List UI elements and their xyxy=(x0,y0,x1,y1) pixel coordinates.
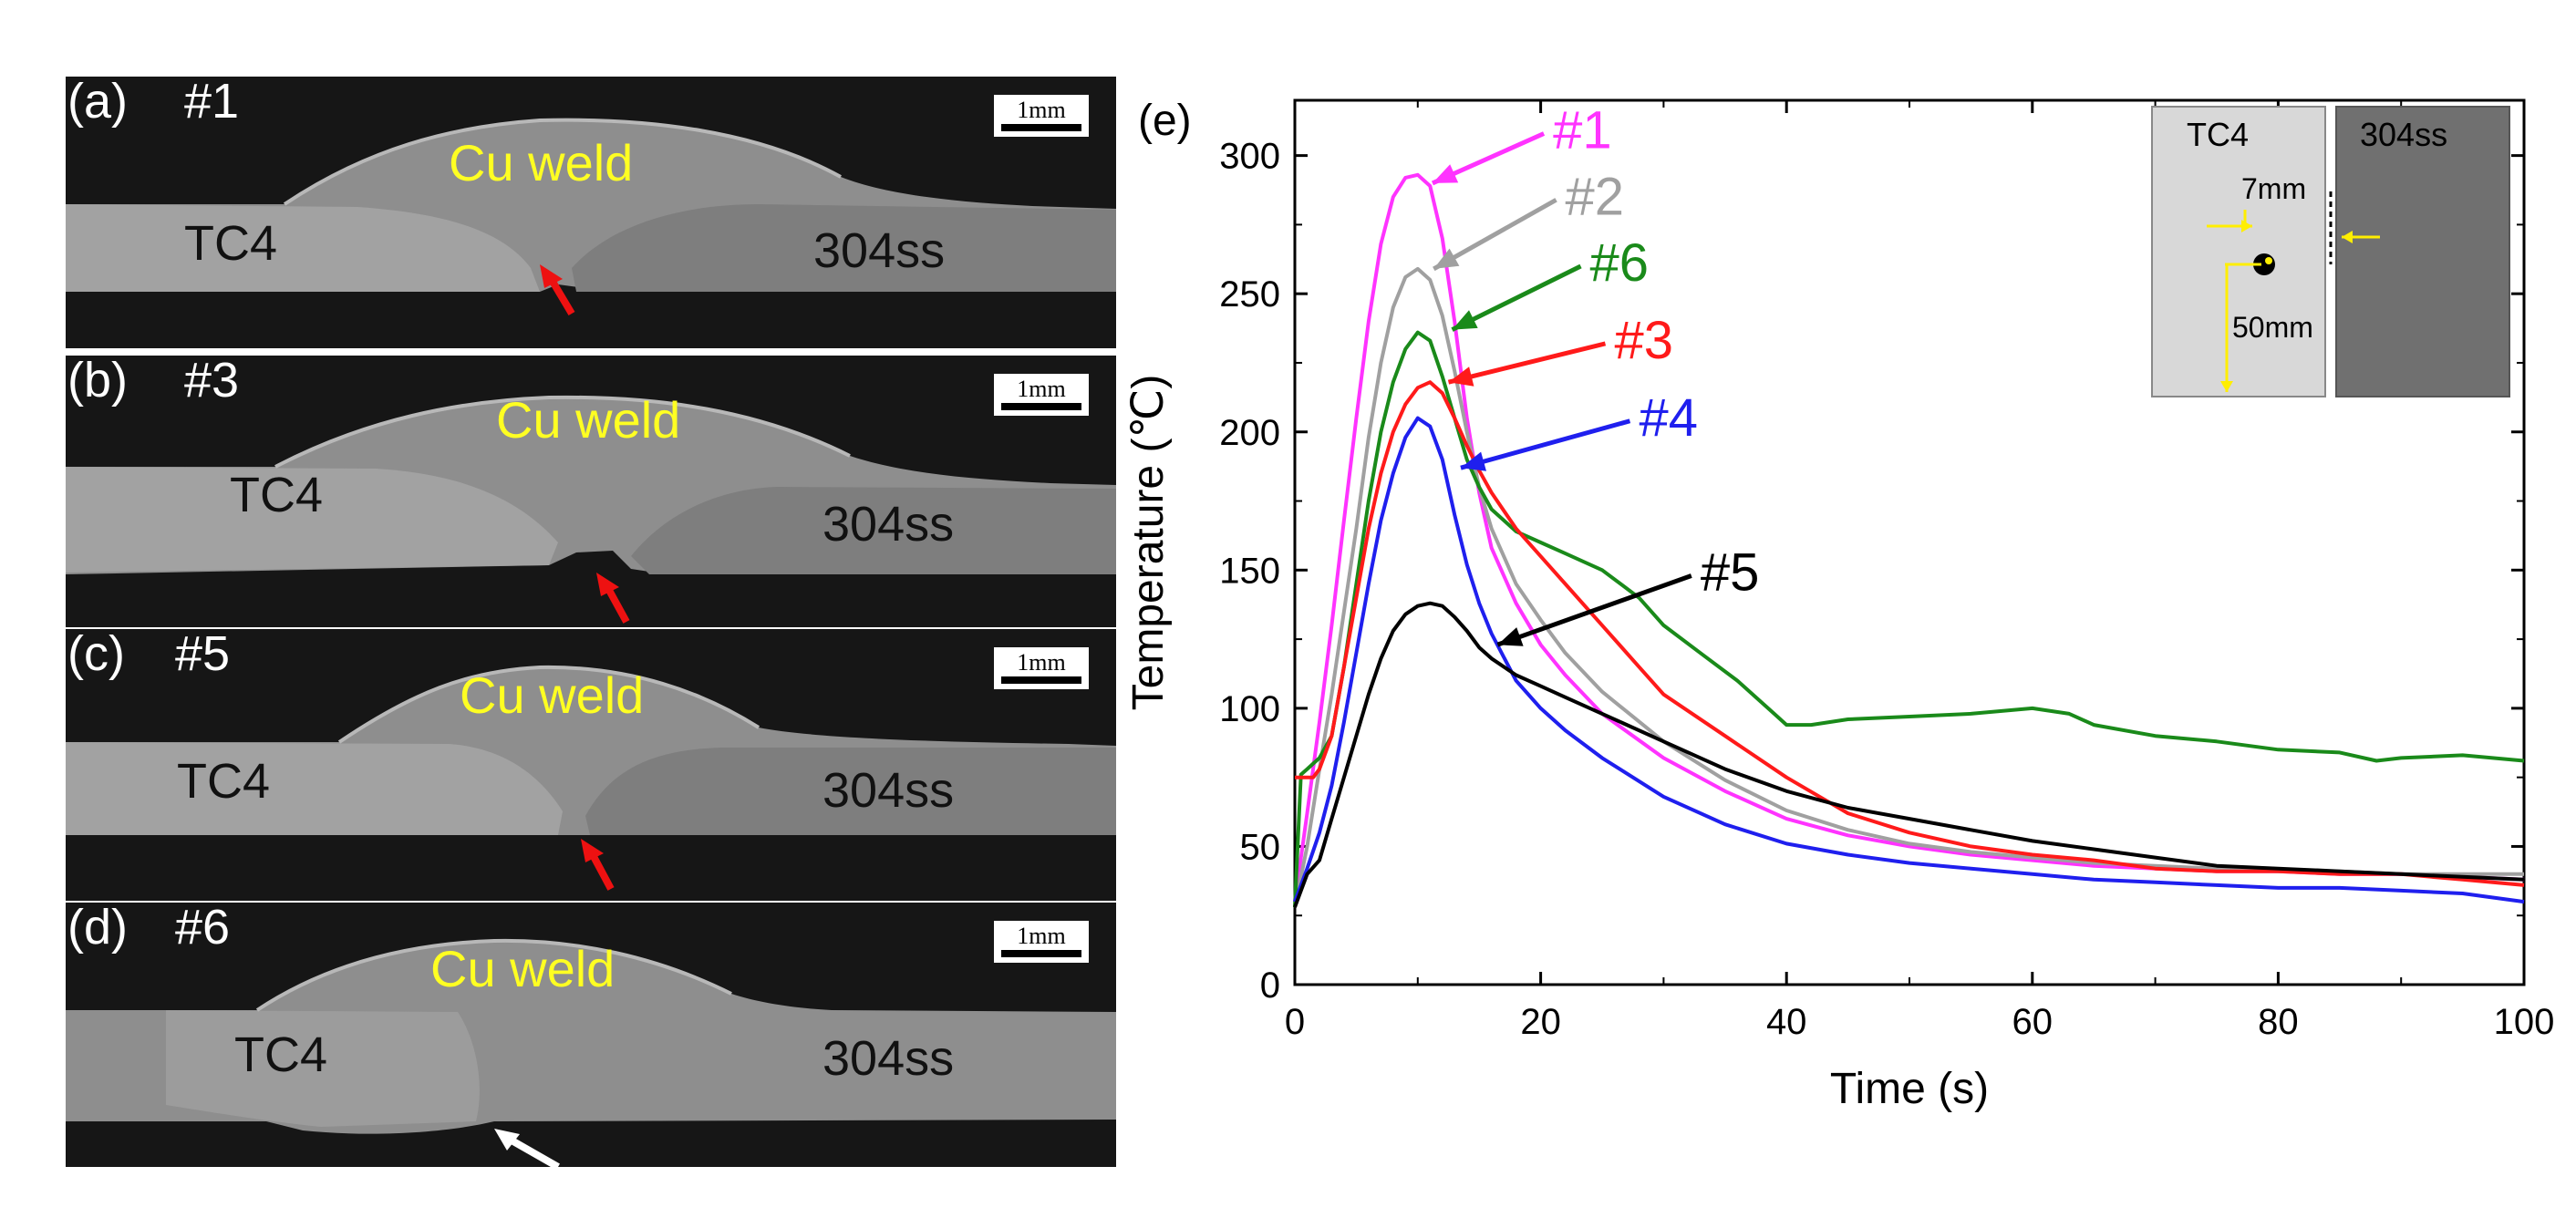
inset-304ss-label: 304ss xyxy=(2360,116,2447,153)
inset-tc4-plate xyxy=(2151,106,2326,397)
micrograph-b-image xyxy=(66,395,1116,624)
white-arrow-d-shaft xyxy=(505,1134,560,1167)
sample-number: #1 xyxy=(184,77,240,129)
panel-letter: (a) xyxy=(67,77,128,129)
weld-label: Cu weld xyxy=(449,134,634,191)
micrograph-c-image xyxy=(66,665,1116,891)
x-axis-label: Time (s) xyxy=(1830,1065,1989,1113)
inset-304ss-plate xyxy=(2335,106,2510,397)
series-label-4: #4 xyxy=(1639,388,1698,448)
scale-text: 1mm xyxy=(1017,97,1066,123)
x-tick-label: 20 xyxy=(1520,1002,1561,1042)
sample-number: #5 xyxy=(175,629,231,681)
series-line-2 xyxy=(1293,266,2524,908)
inset-schematic: TC4 304ss 7mm 50mm xyxy=(2151,106,2510,397)
304ss-label: 304ss xyxy=(822,1031,955,1086)
tc4-label: TC4 xyxy=(234,1027,328,1082)
y-tick-label: 100 xyxy=(1219,689,1280,729)
inset-tc4-label: TC4 xyxy=(2187,116,2249,153)
y-axis-label: Temperature (℃) xyxy=(1124,375,1173,711)
sample-number: #3 xyxy=(184,356,240,408)
x-tick-label: 100 xyxy=(2494,1002,2555,1042)
series-arrowhead-3 xyxy=(1448,366,1474,387)
micrograph-panel-d: (d) #6 Cu weld TC4 304ss 1mm xyxy=(66,903,1116,1167)
series-label-3: #3 xyxy=(1614,311,1673,370)
series-arrow-3 xyxy=(1447,341,1607,385)
series-arrowhead-1 xyxy=(1433,164,1459,183)
y-tick-label: 300 xyxy=(1219,137,1280,177)
chart-panel-label: (e) xyxy=(1138,97,1192,145)
scale-bar: 1mm xyxy=(994,374,1089,416)
micrograph-panel-b: (b) #3 Cu weld TC4 304ss 1mm xyxy=(66,356,1116,627)
series-lines xyxy=(1293,172,2525,908)
inset-7mm-label: 7mm xyxy=(2241,172,2306,205)
panel-letter: (d) xyxy=(67,903,128,955)
inset-50mm-label: 50mm xyxy=(2232,311,2313,344)
scale-text: 1mm xyxy=(1017,649,1066,676)
micrograph-panel-c: (c) #5 Cu weld TC4 304ss 1mm xyxy=(66,629,1116,901)
series-label-2: #2 xyxy=(1566,167,1625,226)
tc4-label: TC4 xyxy=(184,216,278,271)
scale-bar: 1mm xyxy=(994,647,1089,689)
scale-text: 1mm xyxy=(1017,376,1066,402)
y-tick-label: 200 xyxy=(1219,413,1280,453)
x-tick-label: 80 xyxy=(2258,1002,2299,1042)
scale-bar: 1mm xyxy=(994,921,1089,963)
micrograph-d-image xyxy=(66,938,1116,1167)
weld-label: Cu weld xyxy=(496,391,681,449)
series-line-3 xyxy=(1295,380,2525,887)
y-tick-label: 150 xyxy=(1219,551,1280,591)
series-label-5: #5 xyxy=(1701,543,1760,603)
white-arrow-d-head xyxy=(494,1129,520,1151)
series-label-1: #1 xyxy=(1553,101,1612,160)
304ss-label: 304ss xyxy=(822,497,955,552)
sample-number: #6 xyxy=(175,903,231,955)
x-tick-label: 40 xyxy=(1766,1002,1807,1042)
red-arrow-b-head xyxy=(596,573,619,596)
series-line-5 xyxy=(1293,601,2525,908)
y-tick-label: 250 xyxy=(1219,274,1280,315)
series-labels: #1 #2 #6 #3 #4 #5 xyxy=(1431,101,1760,647)
series-arrowhead-5 xyxy=(1497,627,1524,646)
series-arrowhead-6 xyxy=(1452,310,1478,330)
series-arrowhead-2 xyxy=(1433,248,1460,269)
red-arrow-a-head xyxy=(540,264,563,288)
tc4-label: TC4 xyxy=(230,468,324,522)
weld-label: Cu weld xyxy=(460,666,645,724)
series-arrow-5 xyxy=(1496,573,1692,647)
series-line-4 xyxy=(1293,416,2525,904)
series-line-6 xyxy=(1293,330,2525,908)
y-tick-label: 0 xyxy=(1260,965,1280,1006)
panel-letter: (c) xyxy=(67,629,125,681)
scale-text: 1mm xyxy=(1017,923,1066,949)
series-label-6: #6 xyxy=(1590,233,1650,293)
panel-letter: (b) xyxy=(67,356,128,408)
micrograph-a-image xyxy=(66,118,1116,316)
series-arrow-4 xyxy=(1460,418,1631,470)
weld-label: Cu weld xyxy=(430,940,616,997)
scale-bar: 1mm xyxy=(994,95,1089,137)
x-tick-label: 60 xyxy=(2012,1002,2054,1042)
y-tick-label: 50 xyxy=(1240,827,1281,867)
304ss-label: 304ss xyxy=(813,223,946,278)
304ss-label: 304ss xyxy=(822,763,955,818)
x-tick-label: 0 xyxy=(1285,1002,1305,1042)
series-arrow-6 xyxy=(1451,263,1582,332)
tc4-label: TC4 xyxy=(177,754,271,809)
micrograph-panel-a: (a) #1 Cu weld TC4 304ss 1mm xyxy=(66,77,1116,348)
series-arrowhead-4 xyxy=(1461,451,1486,471)
red-arrow-c-head xyxy=(581,839,604,862)
